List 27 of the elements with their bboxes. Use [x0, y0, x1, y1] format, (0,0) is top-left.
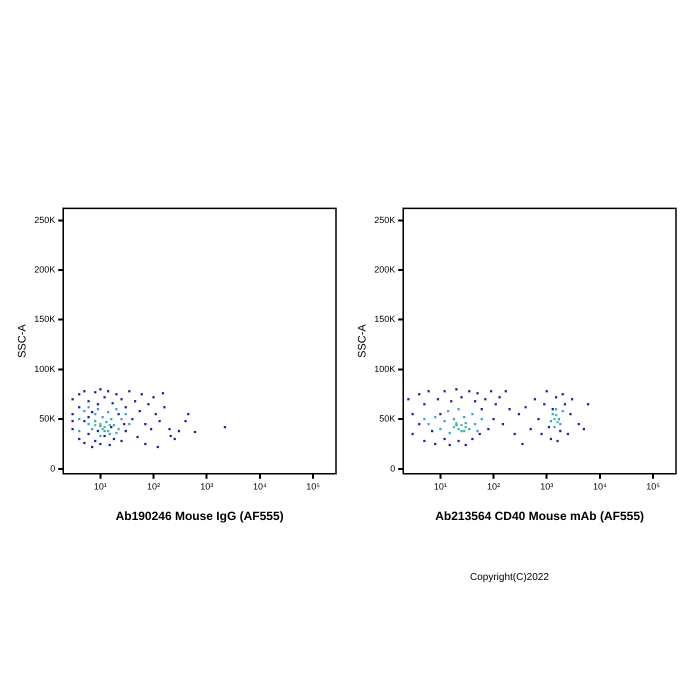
y-tick-label: 50K	[379, 414, 396, 424]
y-tick-label: 250K	[34, 214, 56, 225]
y-tick-label: 200K	[374, 264, 396, 275]
x-tick-label: 10²	[487, 482, 500, 492]
x-tick-label: 10¹	[434, 482, 447, 492]
x-tick-label: 10⁴	[592, 482, 607, 492]
y-axis-title: SSC-A	[356, 324, 369, 358]
y-tick-label: 150K	[374, 314, 396, 324]
x-tick-label: 10⁵	[646, 482, 660, 492]
x-axis-title: Ab190246 Mouse IgG (AF555)	[116, 509, 284, 524]
y-tick-label: 0	[50, 463, 56, 474]
y-tick-label: 100K	[374, 364, 396, 374]
x-tick-label: 10³	[200, 482, 214, 492]
y-tick-label: 100K	[34, 364, 56, 374]
y-tick-label: 200K	[34, 264, 56, 275]
x-tick-label: 10¹	[94, 482, 107, 492]
y-tick-label: 250K	[374, 214, 396, 225]
y-tick-label: 150K	[34, 314, 56, 324]
y-tick-label: 50K	[39, 414, 56, 424]
x-tick-label: 10³	[540, 482, 554, 492]
x-tick-label: 10⁴	[252, 482, 267, 492]
text: Copyright(C)2022	[470, 572, 549, 583]
y-axis-title: SSC-A	[16, 324, 29, 358]
y-tick-label: 0	[390, 463, 396, 474]
x-axis-title: Ab213564 CD40 Mouse mAb (AF555)	[435, 509, 644, 524]
x-tick-label: 10²	[147, 482, 160, 492]
x-tick-label: 10⁵	[306, 482, 320, 492]
